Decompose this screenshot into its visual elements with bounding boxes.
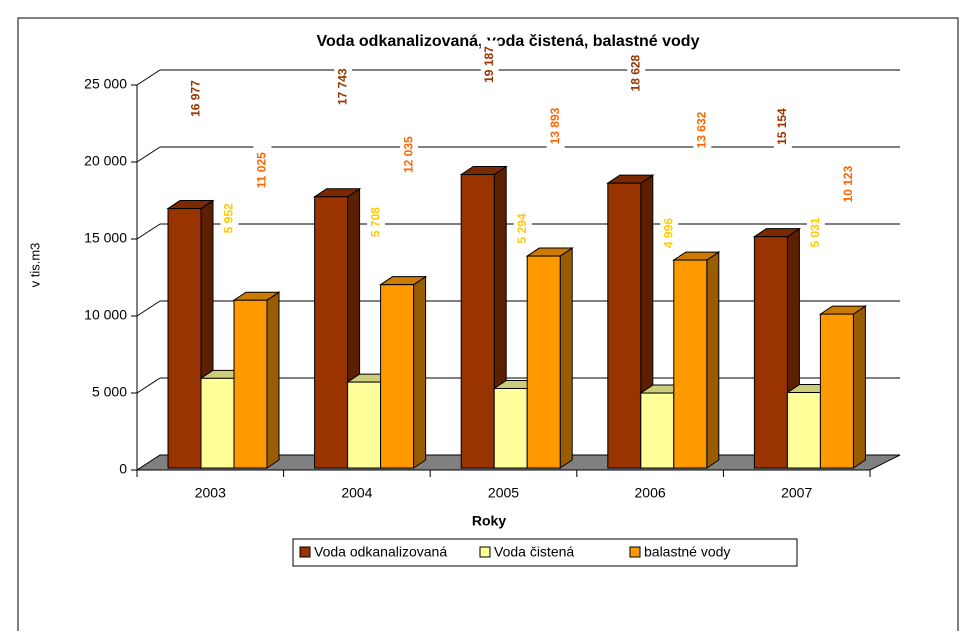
- bar-front: [753, 236, 788, 469]
- bar-front: [673, 259, 708, 469]
- x-tick-label: 2004: [341, 485, 372, 501]
- value-label-bg: [480, 40, 499, 89]
- legend-swatch: [479, 546, 491, 558]
- bar: [312, 187, 362, 469]
- bar-front: [786, 392, 821, 469]
- bar-front: [819, 313, 854, 469]
- value-label-bg: [546, 102, 565, 151]
- bar-front: [347, 381, 382, 469]
- y-tick-label: 10 000: [84, 307, 127, 323]
- bar-front: [640, 392, 675, 469]
- bar-side: [413, 275, 427, 469]
- value-label-bg: [660, 209, 679, 258]
- value-label-bg: [773, 102, 792, 151]
- value-label: 18 628: [628, 54, 642, 91]
- bar: [166, 199, 215, 469]
- value-label-bg: [693, 106, 712, 155]
- x-tick-label: 2007: [781, 485, 812, 501]
- bar-front: [314, 196, 349, 469]
- value-label: 12 035: [401, 136, 415, 173]
- legend-label: Voda čistená: [494, 544, 574, 560]
- grid-line: [136, 300, 161, 317]
- x-tick-label: 2006: [635, 485, 666, 501]
- bar-side: [559, 247, 573, 469]
- value-label: 16 977: [189, 80, 203, 117]
- value-label: 5 952: [222, 203, 236, 233]
- x-axis-title: Roky: [472, 513, 506, 529]
- bar: [378, 275, 428, 469]
- value-label: 5 031: [808, 217, 822, 247]
- y-tick-label: 20 000: [84, 153, 127, 169]
- legend-swatch: [629, 546, 641, 558]
- bar-front: [460, 174, 495, 469]
- y-tick-label: 15 000: [84, 230, 127, 246]
- bar: [525, 247, 574, 469]
- bar: [672, 251, 721, 469]
- legend-box: [292, 538, 798, 567]
- value-label: 10 123: [841, 165, 855, 202]
- bar-side: [852, 305, 866, 469]
- bar-front: [167, 208, 202, 469]
- value-label: 13 893: [548, 107, 562, 144]
- grid-line: [136, 69, 161, 86]
- y-tick-label: 5 000: [92, 384, 127, 400]
- y-tick-label: 25 000: [84, 76, 127, 92]
- bar: [232, 291, 281, 469]
- grid-line: [136, 377, 161, 394]
- value-label-bg: [220, 194, 239, 243]
- bar: [606, 174, 655, 469]
- legend: Voda odkanalizovaná Voda čistená balastné …: [292, 538, 798, 567]
- value-label-bg: [513, 204, 532, 253]
- grid-line: [136, 223, 161, 240]
- y-tick-label: 0: [119, 461, 127, 477]
- value-label: 11 025: [255, 152, 269, 188]
- grid-line: [136, 146, 161, 163]
- bar-front: [526, 255, 561, 469]
- legend-label: balastné vody: [644, 544, 730, 560]
- bar-front: [607, 182, 642, 469]
- value-label-bg: [806, 208, 825, 257]
- value-label-bg: [400, 130, 419, 179]
- value-label-bg: [187, 74, 206, 123]
- bar-side: [706, 251, 720, 469]
- value-label: 13 632: [694, 111, 708, 148]
- chart-title: Voda odkanalizovaná, voda čistená, balas…: [317, 33, 700, 50]
- bar-side: [266, 291, 280, 469]
- value-label: 5 708: [368, 207, 382, 237]
- value-label-bg: [627, 49, 646, 98]
- value-label: 17 743: [335, 68, 349, 105]
- bar-front: [233, 299, 268, 469]
- value-label: 5 294: [515, 213, 529, 243]
- value-label-bg: [253, 146, 272, 195]
- value-label: 19 187: [482, 46, 496, 83]
- value-label: 4 996: [661, 218, 675, 248]
- value-label-bg: [839, 160, 858, 209]
- bar: [459, 165, 508, 469]
- x-tick-label: 2003: [195, 485, 226, 501]
- value-label: 15 154: [775, 108, 789, 145]
- value-label-bg: [367, 198, 386, 247]
- legend-swatch: [299, 546, 311, 558]
- bar-front: [200, 377, 235, 469]
- bar-front: [493, 387, 528, 469]
- legend-label: Voda odkanalizovaná: [314, 544, 447, 560]
- x-tick-label: 2005: [488, 485, 519, 501]
- bar-front: [380, 284, 415, 469]
- bar: [818, 305, 868, 469]
- value-label-bg: [334, 62, 353, 111]
- y-axis-title: v tis.m3: [27, 243, 42, 288]
